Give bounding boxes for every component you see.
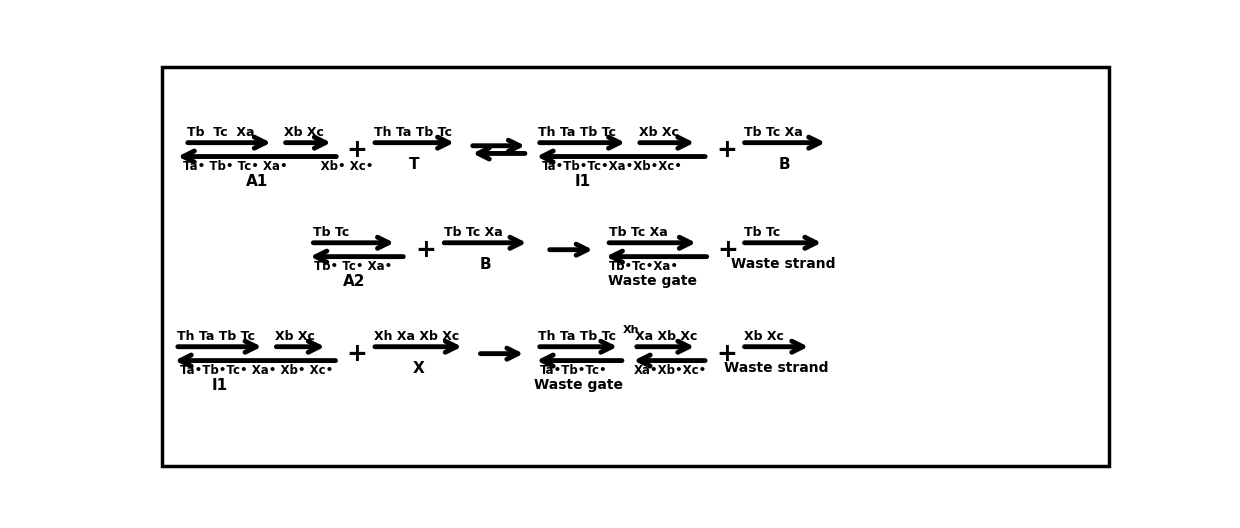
Text: X: X xyxy=(413,361,424,376)
Text: +: + xyxy=(715,342,737,366)
Text: I1: I1 xyxy=(574,174,590,188)
Text: Ta• Tb• Tc• Xa•        Xb• Xc•: Ta• Tb• Tc• Xa• Xb• Xc• xyxy=(182,160,373,173)
Text: +: + xyxy=(346,138,367,162)
Text: Tb  Tc  Xa: Tb Tc Xa xyxy=(187,126,255,139)
Text: Waste gate: Waste gate xyxy=(608,274,697,288)
Text: Xb Xc: Xb Xc xyxy=(639,126,678,139)
Text: Tb Tc: Tb Tc xyxy=(312,227,350,239)
Text: Th Ta Tb Tc: Th Ta Tb Tc xyxy=(176,330,254,343)
Text: Waste strand: Waste strand xyxy=(724,361,828,375)
Text: B: B xyxy=(779,157,791,172)
Text: Xh Xa Xb Xc: Xh Xa Xb Xc xyxy=(374,330,460,343)
Text: B: B xyxy=(480,257,491,272)
Text: A2: A2 xyxy=(342,274,365,289)
Text: Xb Xc: Xb Xc xyxy=(284,126,324,139)
Text: Ta•Tb•Tc•: Ta•Tb•Tc• xyxy=(541,364,608,377)
Text: Tb Tc: Tb Tc xyxy=(744,227,780,239)
Text: Waste gate: Waste gate xyxy=(534,378,622,392)
Text: Th Ta Tb Tc: Th Ta Tb Tc xyxy=(374,126,453,139)
Text: I1: I1 xyxy=(212,378,228,393)
Text: Tb Tc Xa: Tb Tc Xa xyxy=(444,227,502,239)
Text: Xa Xb Xc: Xa Xb Xc xyxy=(635,330,698,343)
Text: Xb Xc: Xb Xc xyxy=(275,330,315,343)
Text: Ta•Tb•Tc•Xa•Xb•Xc•: Ta•Tb•Tc•Xa•Xb•Xc• xyxy=(542,160,682,173)
Text: Ta•Tb•Tc• Xa• Xb• Xc•: Ta•Tb•Tc• Xa• Xb• Xc• xyxy=(180,364,332,377)
Text: Th Ta Tb Tc: Th Ta Tb Tc xyxy=(538,330,616,343)
Text: Xb Xc: Xb Xc xyxy=(744,330,784,343)
Text: +: + xyxy=(718,238,738,262)
Text: Tb Tc Xa: Tb Tc Xa xyxy=(609,227,667,239)
Text: +: + xyxy=(715,138,737,162)
Text: T: T xyxy=(409,157,420,172)
Text: +: + xyxy=(415,238,436,262)
Text: +: + xyxy=(346,342,367,366)
Text: Tb• Tc• Xa•: Tb• Tc• Xa• xyxy=(314,260,392,273)
Text: Xh: Xh xyxy=(624,325,640,335)
Text: A1: A1 xyxy=(246,174,268,188)
Text: Waste strand: Waste strand xyxy=(730,257,836,271)
Text: Th Ta Tb Tc: Th Ta Tb Tc xyxy=(538,126,616,139)
Text: Tb Tc Xa: Tb Tc Xa xyxy=(744,126,802,139)
Text: Xa•Xb•Xc•: Xa•Xb•Xc• xyxy=(634,364,707,377)
Text: Tb•Tc•Xa•: Tb•Tc•Xa• xyxy=(609,260,680,273)
